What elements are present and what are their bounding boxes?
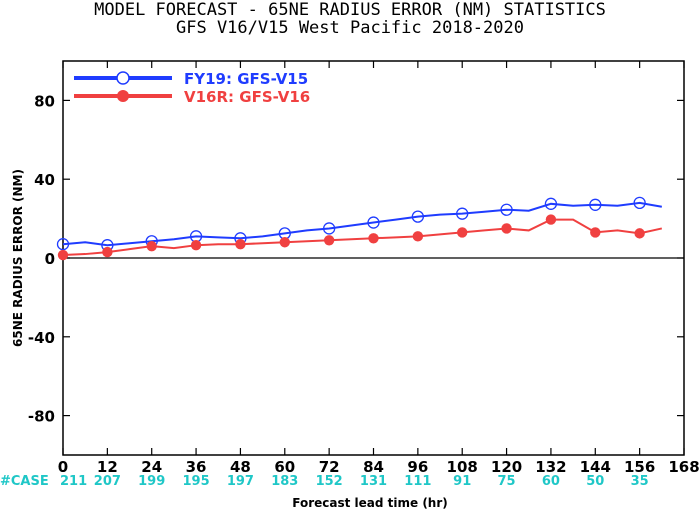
case-count: 211 — [60, 474, 87, 489]
x-tick-label: 144 — [580, 458, 611, 476]
y-tick-label: 0 — [45, 250, 55, 268]
series-layer — [56, 196, 663, 261]
x-tick-label: 84 — [363, 458, 384, 476]
series-2 — [57, 214, 663, 261]
x-tick-label: 132 — [535, 458, 566, 476]
series-line — [62, 218, 663, 257]
legend-marker — [117, 90, 129, 102]
x-tick-label: 120 — [491, 458, 522, 476]
data-point — [367, 216, 380, 229]
y-tick-label: -40 — [28, 329, 55, 347]
legend-label: V16R: GFS-V16 — [184, 88, 310, 106]
case-count: 50 — [586, 474, 604, 489]
case-counts: #CASE 211 207 199 195 197 183 152 131 111 91 75 60 50… — [0, 474, 649, 489]
x-tick-label: 96 — [407, 458, 428, 476]
data-point — [368, 233, 379, 244]
x-tick-label: 0 — [58, 458, 68, 476]
chart-title: MODEL FORECAST - 65NE RADIUS ERROR (NM) … — [94, 0, 606, 20]
legend-marker — [116, 71, 130, 85]
data-point — [412, 231, 424, 242]
x-tick-label: 72 — [319, 458, 340, 476]
x-tick-label: 24 — [141, 458, 162, 476]
case-count: 152 — [316, 474, 343, 489]
chart-subtitle: GFS V16/V15 West Pacific 2018-2020 — [176, 18, 524, 38]
case-count: 35 — [631, 474, 649, 489]
series-line — [62, 201, 662, 247]
series-1 — [56, 196, 662, 252]
x-axis-label: Forecast lead time (hr) — [292, 496, 448, 510]
case-count: 111 — [404, 474, 431, 489]
data-point — [323, 235, 335, 246]
case-count: 131 — [360, 474, 387, 489]
data-point — [633, 196, 646, 209]
axis-ticks: 0 12 24 36 48 60 72 84 96 108 120 132 144 156 168 -80 -4… — [28, 61, 700, 476]
data-point — [544, 197, 558, 210]
data-point — [322, 222, 336, 235]
data-point — [279, 237, 290, 248]
data-point — [589, 198, 602, 211]
data-point — [56, 238, 70, 251]
y-axis-label: 65NE RADIUS ERROR (NM) — [11, 169, 25, 347]
case-count: 195 — [183, 474, 210, 489]
data-point — [190, 239, 202, 251]
x-tick-label: 60 — [274, 458, 295, 476]
case-row-label: #CASE — [0, 474, 49, 489]
data-point — [500, 203, 513, 216]
case-count: 197 — [227, 474, 254, 489]
case-count: 199 — [138, 474, 165, 489]
data-point — [57, 249, 69, 261]
case-count: 75 — [498, 474, 516, 489]
y-tick-label: -80 — [28, 408, 55, 426]
data-point — [590, 227, 601, 238]
case-count: 207 — [94, 474, 121, 489]
x-tick-label: 156 — [624, 458, 655, 476]
data-point — [457, 227, 468, 238]
x-tick-label: 48 — [230, 458, 251, 476]
data-point — [102, 246, 113, 258]
x-tick-label: 12 — [97, 458, 118, 476]
case-count: 91 — [453, 474, 471, 489]
x-tick-label: 108 — [447, 458, 478, 476]
data-point — [146, 240, 157, 252]
x-tick-label: 36 — [186, 458, 207, 476]
y-tick-label: 40 — [34, 171, 55, 189]
case-count: 60 — [542, 474, 560, 489]
data-point — [501, 223, 512, 234]
data-point — [411, 210, 425, 223]
legend-label: FY19: GFS-V15 — [184, 70, 308, 88]
data-point — [634, 228, 645, 239]
x-tick-label: 168 — [668, 458, 699, 476]
data-point — [545, 214, 557, 225]
y-tick-label: 80 — [34, 92, 55, 110]
data-point — [235, 239, 246, 250]
data-point — [456, 207, 469, 220]
case-count: 183 — [271, 474, 298, 489]
